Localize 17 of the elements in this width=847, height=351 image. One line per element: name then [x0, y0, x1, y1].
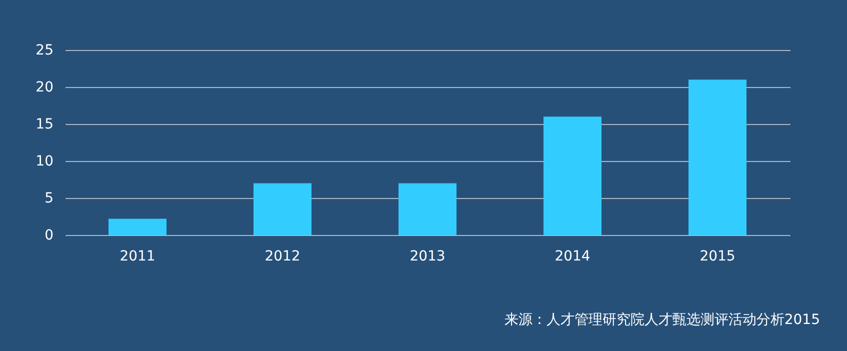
source-note: 来源：人才管理研究院人才甄选测评活动分析2015 — [504, 312, 820, 328]
bar — [544, 116, 602, 235]
y-tick-label: 0 — [44, 228, 54, 244]
y-tick-label: 10 — [36, 154, 54, 170]
bar — [688, 80, 746, 235]
x-tick-label: 2013 — [410, 248, 446, 264]
y-tick-label: 25 — [36, 42, 54, 58]
y-tick-label: 20 — [36, 80, 54, 96]
y-tick-label: 15 — [36, 116, 54, 132]
y-tick-label: 5 — [44, 190, 54, 206]
x-tick-label: 2015 — [700, 248, 736, 264]
x-tick-label: 2014 — [554, 248, 590, 264]
bar — [254, 183, 312, 235]
bar — [398, 183, 456, 235]
x-tick-label: 2011 — [120, 248, 156, 264]
x-tick-label: 2012 — [264, 248, 300, 264]
bar — [108, 218, 166, 235]
